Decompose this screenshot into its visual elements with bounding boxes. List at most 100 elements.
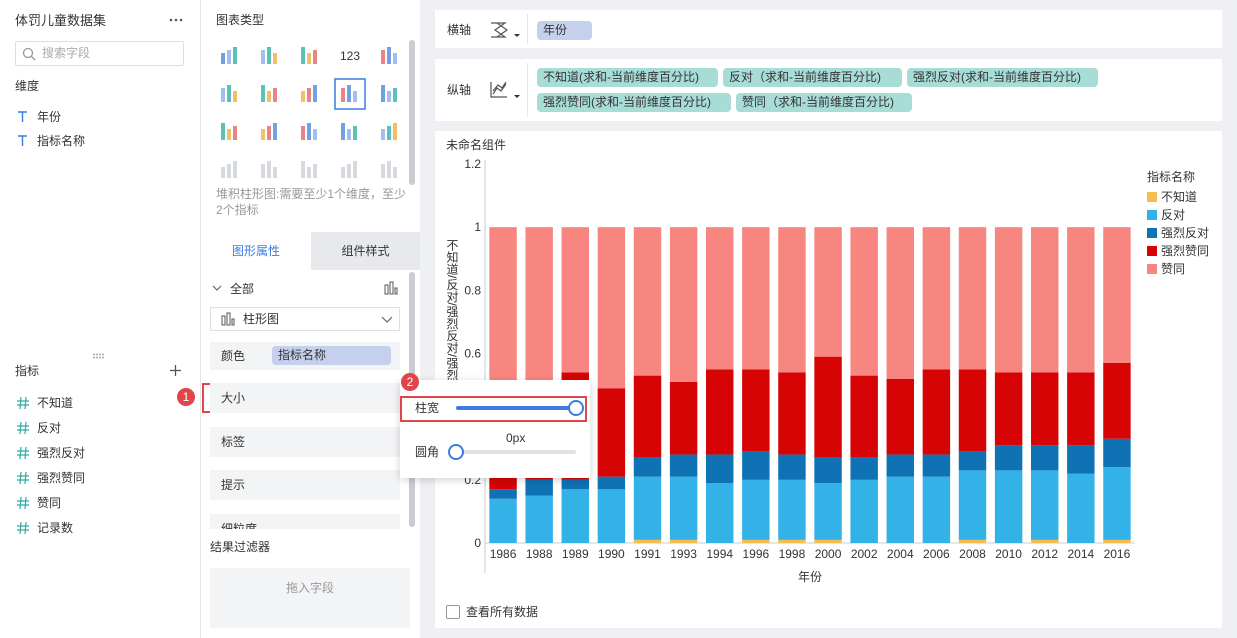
bar-segment: [814, 227, 842, 357]
bar-segment: [886, 227, 914, 379]
bar-segment: [778, 454, 806, 480]
slider-label: 柱宽: [415, 401, 440, 415]
search-box[interactable]: 搜索字段: [15, 41, 184, 66]
property-row[interactable]: 大小: [210, 383, 400, 413]
x-tick-label: 1993: [670, 547, 697, 561]
bar-segment: [633, 375, 662, 458]
x-tick-label: 1989: [562, 547, 589, 561]
property-label: 颜色: [221, 349, 246, 363]
separator: [527, 14, 528, 44]
slider-track[interactable]: [456, 450, 576, 454]
search-icon: [22, 47, 36, 61]
chart-type-icon: [341, 167, 345, 178]
chart-type-icon: [381, 164, 385, 178]
number-field-icon: [17, 446, 29, 460]
bar-segment: [669, 381, 698, 455]
bar-segment: [669, 539, 698, 543]
axis-type-icon[interactable]: [489, 80, 523, 100]
step-badge: 1: [177, 388, 195, 406]
bar-segment: [922, 369, 951, 455]
bar-segment: [742, 451, 770, 480]
slider-knob[interactable]: [568, 400, 584, 416]
property-row[interactable]: 标签: [210, 426, 400, 457]
bar-segment: [706, 369, 734, 455]
slider-track[interactable]: [456, 406, 576, 410]
axis-type-icon[interactable]: [489, 20, 523, 40]
measure-field[interactable]: 反对: [37, 421, 62, 435]
bar-segment: [597, 489, 626, 543]
bar-segment: [561, 227, 589, 373]
chart-type-icon: [387, 126, 391, 140]
drag-handle[interactable]: [92, 353, 106, 359]
chart-type-icon: [267, 91, 271, 102]
tab[interactable]: 组件样式: [311, 232, 420, 270]
measure-field[interactable]: 记录数: [37, 521, 74, 535]
bar-icon: [384, 281, 398, 295]
property-label: 提示: [221, 478, 246, 492]
bar-segment: [886, 476, 914, 543]
chart-type-icon: [227, 85, 231, 102]
chart-types-title: 图表类型: [216, 13, 265, 27]
bar-segment: [814, 482, 842, 540]
chart-type-icon: [221, 123, 225, 140]
measure-field[interactable]: 强烈反对: [37, 446, 86, 460]
chart-type-icon: [347, 85, 351, 102]
selected-icon-box: [334, 78, 366, 110]
dimension-field[interactable]: 指标名称: [37, 134, 86, 148]
bar-segment: [850, 479, 878, 543]
legend-label: 不知道: [1161, 190, 1197, 204]
bar-segment: [1067, 445, 1095, 474]
glyph: [17, 496, 29, 510]
y-tick-label: 1.2: [464, 157, 481, 171]
bar-segment: [958, 451, 987, 471]
chart-type-icon: [381, 129, 385, 140]
shelf-field[interactable]: 强烈赞同(求和-当前维度百分比): [537, 93, 731, 112]
bar-icon: [221, 312, 235, 326]
checkbox[interactable]: [446, 605, 460, 619]
chart-type-icon: [273, 88, 277, 102]
slider-knob[interactable]: [448, 444, 464, 460]
shelf-field[interactable]: 赞同（求和-当前维度百分比): [736, 93, 912, 112]
glyph: [17, 471, 29, 485]
legend-label: 强烈赞同: [1161, 244, 1209, 258]
drop-zone[interactable]: 拖入字段: [210, 568, 410, 628]
bar-segment: [706, 454, 734, 483]
bar-segment: [922, 476, 951, 543]
text-field-icon: [18, 111, 27, 122]
x-tick-label: 1988: [526, 547, 553, 561]
shelf-field[interactable]: 年份: [537, 21, 592, 40]
chart-type-icon: [273, 53, 277, 64]
measure-field[interactable]: 强烈赞同: [37, 471, 86, 485]
property-row[interactable]: 提示: [210, 470, 400, 500]
x-tick-label: 2002: [851, 547, 878, 561]
bar-segment: [994, 227, 1023, 373]
bar-segment: [1031, 470, 1059, 540]
bar-segment: [597, 476, 626, 490]
dimension-field[interactable]: 年份: [37, 110, 62, 124]
property-row[interactable]: 细粒度: [210, 513, 400, 529]
chart-type-area: [201, 0, 420, 232]
chart-type-icon: [301, 126, 305, 140]
glyph: [17, 446, 29, 460]
bar-segment: [1031, 539, 1059, 543]
bar-segment: [742, 479, 770, 540]
field-panel: 体罚儿童数据集 搜索字段 维度 指标 年份 指标名称 不知道 反对 强烈反对 强烈赞同 赞同…: [0, 0, 201, 638]
shelf-field[interactable]: 强烈反对(求和-当前维度百分比): [907, 68, 1098, 87]
glyph: [17, 521, 29, 535]
shelf-field[interactable]: 反对（求和-当前维度百分比): [723, 68, 902, 87]
bar-segment: [1103, 438, 1131, 468]
add-icon[interactable]: [169, 364, 182, 377]
chart-type-icon: [233, 161, 237, 178]
measure-field[interactable]: 赞同: [37, 496, 62, 510]
more-icon[interactable]: [168, 16, 184, 24]
measure-field[interactable]: 不知道: [37, 396, 74, 410]
chevron[interactable]: [212, 284, 222, 292]
tab-active[interactable]: 图形属性: [201, 232, 311, 270]
shelf-field[interactable]: 不知道(求和-当前维度百分比): [537, 68, 718, 87]
slider-label: 圆角: [415, 445, 440, 459]
chart-kind-select[interactable]: 柱形图: [210, 307, 400, 331]
color-field[interactable]: 指标名称: [272, 346, 391, 365]
x-tick-label: 2004: [887, 547, 914, 561]
chart-type-icon: [233, 47, 237, 64]
